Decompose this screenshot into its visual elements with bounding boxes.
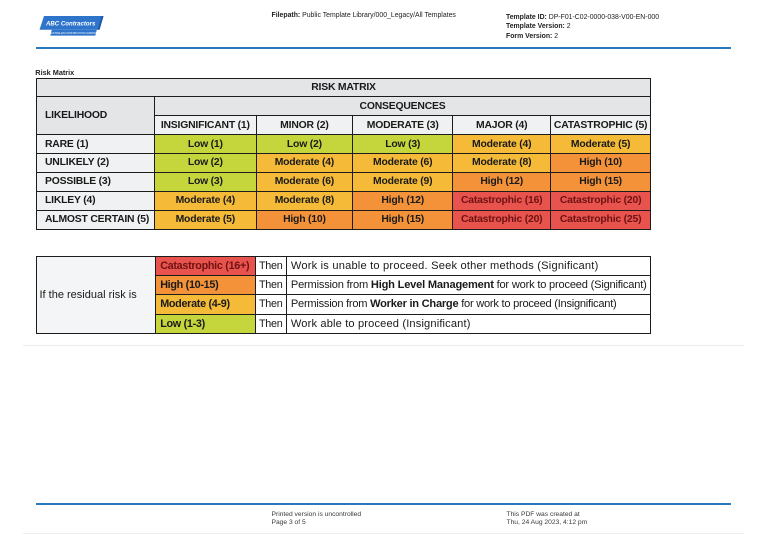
svg-text:AUSTRALIAN CONSTRUCTION COMPAN: AUSTRALIAN CONSTRUCTION COMPANY: [50, 32, 98, 35]
svg-text:ABC Contractors: ABC Contractors: [45, 20, 96, 27]
